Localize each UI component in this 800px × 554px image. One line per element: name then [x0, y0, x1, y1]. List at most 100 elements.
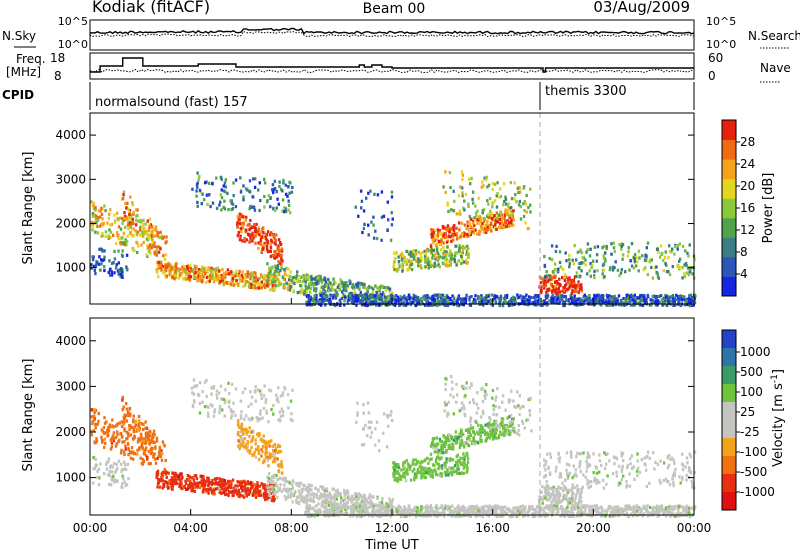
range-gate-cell: [110, 441, 114, 445]
range-gate-cell: [510, 206, 513, 210]
range-gate-cell: [555, 294, 559, 298]
range-gate-cell: [147, 234, 150, 238]
range-gate-cell: [246, 480, 249, 484]
range-gate-cell: [208, 193, 211, 197]
range-gate-cell: [329, 281, 332, 285]
range-gate-cell: [460, 254, 463, 259]
range-gate-cell: [222, 491, 225, 495]
range-gate-cell: [291, 276, 295, 280]
range-gate-cell: [221, 483, 224, 487]
range-gate-cell: [208, 276, 212, 280]
range-gate-cell: [593, 299, 597, 303]
range-gate-cell: [394, 267, 398, 272]
range-gate-cell: [244, 488, 247, 492]
range-gate-cell: [480, 222, 483, 226]
range-gate-cell: [498, 187, 502, 191]
range-gate-cell: [287, 208, 290, 212]
range-gate-cell: [168, 273, 171, 277]
range-gate-cell: [301, 280, 304, 284]
range-gate-cell: [250, 395, 254, 399]
range-gate-cell: [472, 221, 475, 225]
range-gate-cell: [382, 214, 386, 218]
range-gate-cell: [222, 397, 225, 401]
range-gate-cell: [121, 435, 124, 439]
range-gate-cell: [690, 295, 694, 299]
range-gate-cell: [289, 270, 292, 274]
range-gate-cell: [579, 248, 582, 252]
range-gate-cell: [483, 217, 486, 222]
range-gate-cell: [363, 303, 367, 307]
range-gate-cell: [248, 426, 251, 430]
range-gate-cell: [439, 231, 442, 235]
range-gate-cell: [424, 259, 427, 263]
range-gate-cell: [286, 487, 290, 491]
range-gate-cell: [257, 284, 260, 288]
y-tick-label: 1000: [55, 261, 86, 275]
range-gate-cell: [246, 270, 249, 274]
range-gate-cell: [247, 430, 250, 434]
range-gate-cell: [291, 483, 294, 487]
range-gate-cell: [345, 281, 348, 285]
cpid-experiment-1: normalsound (fast) 157: [95, 95, 248, 110]
range-gate-cell: [263, 384, 266, 388]
range-gate-cell: [227, 493, 230, 498]
range-gate-cell: [551, 270, 555, 274]
range-gate-cell: [283, 268, 286, 272]
range-gate-cell: [99, 224, 102, 228]
range-gate-cell: [91, 228, 94, 232]
range-gate-cell: [408, 266, 411, 270]
range-gate-cell: [254, 229, 257, 233]
range-gate-cell: [180, 273, 183, 277]
range-gate-cell: [539, 291, 543, 295]
range-gate-cell: [553, 285, 556, 289]
range-gate-cell: [307, 277, 310, 282]
range-gate-cell: [167, 261, 171, 265]
range-gate-cell: [665, 298, 669, 303]
range-gate-cell: [132, 234, 135, 238]
range-gate-cell: [200, 481, 204, 485]
range-gate-cell: [121, 408, 124, 412]
range-gate-cell: [468, 222, 471, 226]
range-gate-cell: [246, 441, 250, 445]
range-gate-cell: [271, 496, 274, 500]
range-gate-cell: [627, 300, 631, 305]
range-gate-cell: [370, 495, 373, 499]
range-gate-cell: [101, 232, 104, 236]
range-gate-cell: [281, 478, 284, 482]
range-gate-cell: [458, 221, 461, 225]
range-gate-cell: [487, 202, 490, 206]
range-gate-cell: [410, 262, 414, 266]
range-gate-cell: [554, 274, 557, 278]
range-gate-cell: [445, 294, 449, 298]
range-gate-cell: [356, 496, 359, 500]
range-gate-cell: [167, 263, 170, 267]
range-gate-cell: [358, 285, 361, 289]
range-gate-cell: [505, 293, 509, 298]
range-gate-cell: [323, 278, 327, 282]
range-gate-cell: [107, 426, 110, 430]
range-gate-cell: [289, 495, 292, 499]
range-gate-cell: [671, 247, 674, 251]
range-gate-cell: [104, 209, 107, 213]
range-gate-cell: [328, 297, 332, 301]
range-gate-cell: [220, 491, 223, 495]
range-gate-cell: [386, 228, 389, 232]
range-gate-cell: [128, 212, 131, 216]
range-gate-cell: [432, 249, 435, 253]
range-gate-cell: [255, 416, 259, 420]
range-gate-cell: [442, 185, 445, 189]
range-gate-cell: [220, 177, 223, 181]
range-gate-cell: [435, 301, 438, 305]
range-gate-cell: [295, 501, 298, 505]
range-gate-cell: [308, 487, 311, 492]
range-gate-cell: [204, 280, 208, 285]
range-gate-cell: [403, 256, 406, 260]
range-gate-cell: [250, 402, 253, 406]
range-gate-cell: [324, 289, 327, 294]
range-gate-cell: [289, 399, 293, 403]
range-gate-cell: [691, 303, 694, 307]
range-gate-cell: [224, 185, 228, 189]
range-gate-cell: [117, 249, 120, 253]
range-gate-cell: [430, 228, 433, 232]
range-gate-cell: [467, 204, 470, 208]
